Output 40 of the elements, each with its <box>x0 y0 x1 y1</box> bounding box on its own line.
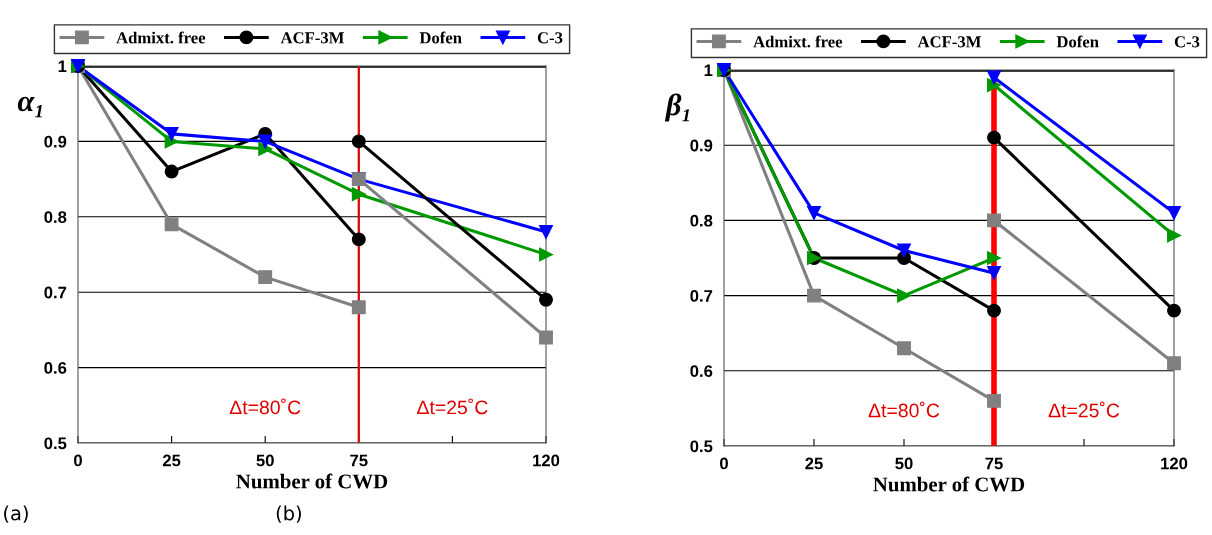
y-axis-title: α₁ <box>17 96 42 118</box>
y-tick-label: 0.7 <box>44 286 67 299</box>
x-tick-label: 75 <box>350 454 368 467</box>
x-axis-title: Number of CWD <box>873 476 1025 492</box>
annotation: Δt=80˚C <box>229 398 301 415</box>
y-tick-label: 0.5 <box>690 440 713 453</box>
y-tick-label: 0.7 <box>690 290 713 302</box>
legend-label: ACF-3M <box>280 32 344 44</box>
legend-label: Dofen <box>1056 35 1099 48</box>
legend-label: Admixt. free <box>116 31 206 44</box>
text: (a) <box>4 505 28 523</box>
x-tick-label: 25 <box>162 454 181 467</box>
legend-label: ACF-3M <box>917 36 981 48</box>
x-tick-label: 25 <box>805 457 823 470</box>
y-tick-label: 1 <box>704 64 713 77</box>
legend-label: Admixt. free <box>753 35 843 48</box>
x-tick-label: 75 <box>985 457 1003 470</box>
y-tick-label: 0.8 <box>44 211 67 223</box>
annotation: Δt=80˚C <box>868 401 940 418</box>
x-tick-label: 120 <box>1161 457 1188 470</box>
y-tick-label: 0.5 <box>44 437 67 450</box>
x-axis-title: Number of CWD <box>236 473 388 489</box>
x-tick-label: 0 <box>74 454 82 467</box>
x-tick-label: 50 <box>256 454 274 467</box>
y-tick-label: 0.8 <box>690 214 713 227</box>
legend-label: C-3 <box>537 32 563 44</box>
x-tick-label: 0 <box>720 457 728 470</box>
text: (b) <box>276 505 301 523</box>
y-tick-label: 0.9 <box>44 135 67 148</box>
y-tick-label: 1 <box>58 60 67 73</box>
legend-label: Dofen <box>419 31 462 44</box>
y-axis-title: β₁ <box>664 93 690 122</box>
y-tick-label: 0.6 <box>690 365 713 377</box>
annotation: Δt=25˚C <box>1048 401 1120 418</box>
annotation: Δt=25˚C <box>417 398 488 415</box>
y-tick-label: 0.9 <box>690 139 713 152</box>
x-tick-label: 50 <box>895 457 913 470</box>
x-tick-label: 120 <box>533 454 560 467</box>
y-tick-label: 0.6 <box>44 362 67 374</box>
legend-label: C-3 <box>1174 36 1200 48</box>
